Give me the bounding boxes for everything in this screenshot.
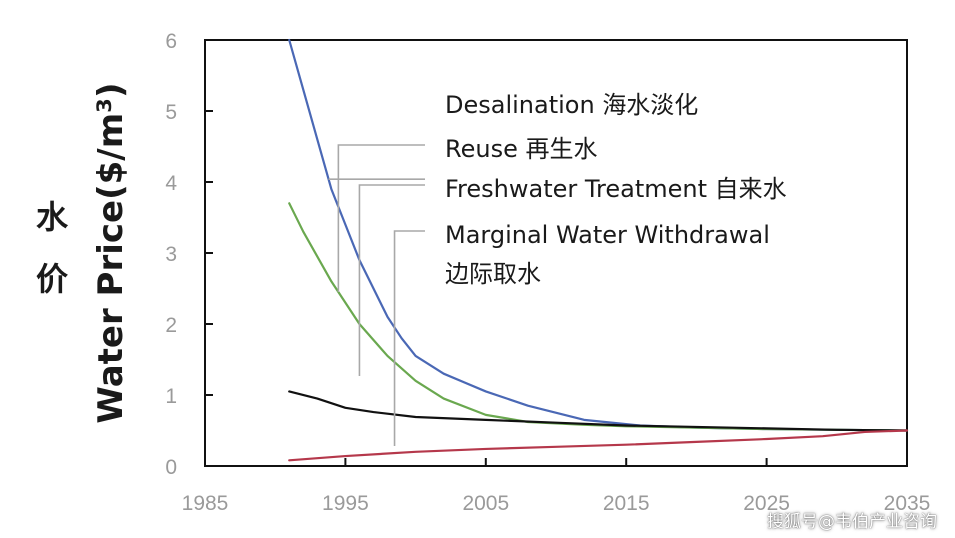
y-tick-label: 2: [165, 314, 177, 337]
legend-label: Desalination 海水淡化: [445, 91, 698, 119]
y-axis-labels: Water Price($/m³) 水价: [36, 82, 131, 423]
legend-label: Freshwater Treatment 自来水: [445, 175, 787, 203]
y-tick-label: 5: [165, 101, 177, 124]
y-tick-label: 1: [165, 385, 177, 408]
y-tick-label: 0: [165, 456, 177, 479]
legend-label: Reuse 再生水: [445, 135, 597, 163]
x-tick-label: 1995: [322, 492, 369, 515]
legend-label: Marginal Water Withdrawal: [445, 221, 770, 249]
y-tick-label: 6: [165, 30, 177, 53]
watermark-text: 搜狐号@韦伯产业咨询: [767, 512, 937, 532]
legend: Desalination 海水淡化 Reuse 再生水 Freshwater Tre…: [445, 91, 787, 288]
x-tick-label: 2015: [603, 492, 650, 515]
y-axis-title-cn: 价: [36, 260, 68, 298]
y-tick-label: 4: [165, 172, 177, 195]
leader-line: [337, 144, 425, 292]
legend-leader-lines: [328, 144, 425, 446]
axis-ticks: 1985 1995 2005 2015 2025 2035 0 1 2 3 4 5 6: [165, 30, 930, 515]
legend-label-cn: 边际取水: [445, 260, 541, 288]
x-tick-label: 1985: [182, 492, 229, 515]
y-tick-label: 3: [165, 243, 177, 266]
x-tick-label: 2035: [884, 492, 931, 515]
x-tick-label: 2025: [743, 492, 790, 515]
leader-line: [358, 184, 425, 376]
series-lines: [288, 38, 909, 462]
series-line: [288, 390, 909, 432]
leader-line: [393, 230, 425, 446]
series-line: [288, 429, 909, 462]
y-axis-title: Water Price($/m³): [91, 82, 131, 423]
x-tick-label: 2005: [462, 492, 509, 515]
y-axis-title-cn: 水: [36, 198, 69, 236]
